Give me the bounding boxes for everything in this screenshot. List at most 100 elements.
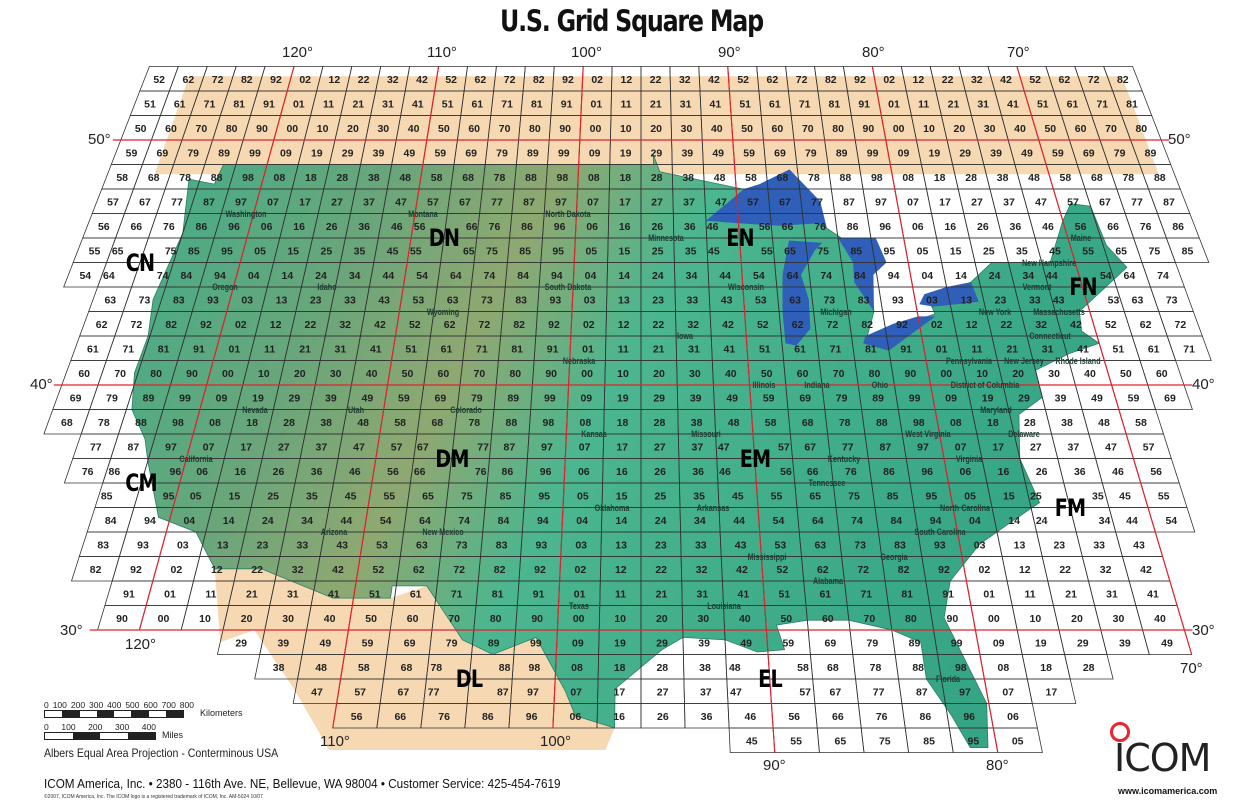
grid-square-label: 55 <box>771 490 783 502</box>
grid-square-label: 41 <box>370 343 382 355</box>
meridian-line <box>332 66 440 729</box>
grid-square-label: 02 <box>299 74 311 86</box>
grid-square-label: 92 <box>130 564 142 576</box>
grid-square-label: 27 <box>331 196 343 208</box>
grid-square[interactable] <box>1026 678 1077 704</box>
scale-tick: 400 <box>141 722 156 732</box>
grid-square-label: 88 <box>211 172 223 184</box>
grid-square-label: 10 <box>923 123 935 135</box>
grid-square-label: 27 <box>654 441 666 453</box>
grid-square-label: 21 <box>299 343 311 355</box>
grid-square-label: 38 <box>368 172 380 184</box>
grid-square-label: 05 <box>254 245 266 257</box>
grid-square-label: 52 <box>777 564 789 576</box>
grid-square-label: 82 <box>533 74 545 86</box>
state-label: Pennsylvania <box>945 355 992 366</box>
grid-square-label: 53 <box>775 539 787 551</box>
grid-square-label: 42 <box>1140 564 1152 576</box>
grid-square-label: 89 <box>872 392 884 404</box>
grid-square-label: 90 <box>863 123 875 135</box>
grid-square-label: 88 <box>525 172 537 184</box>
grid-square-label: 86 <box>109 466 121 478</box>
grid-square-label: 49 <box>740 637 752 649</box>
grid-square-label: 15 <box>1003 490 1015 502</box>
grid-square-label: 28 <box>1083 662 1095 674</box>
grid-square-label: 42 <box>416 74 428 86</box>
state-label: Texas <box>569 600 590 611</box>
footer-address: ICOM America, Inc. • 2380 - 116th Ave. N… <box>44 776 561 791</box>
grid-square-label: 72 <box>453 564 465 576</box>
grid-square-label: 60 <box>822 613 834 625</box>
grid-square-label: 58 <box>797 662 809 674</box>
grid-square-label: 39 <box>1055 392 1067 404</box>
grid-square-label: 69 <box>1083 147 1095 159</box>
grid-square-label: 86 <box>482 711 494 723</box>
grid-square-label: 63 <box>447 294 459 306</box>
lake-michigan <box>782 240 823 346</box>
meridian-label: 90° <box>718 44 741 61</box>
grid-square-label: 19 <box>982 392 994 404</box>
grid-square-label: 23 <box>310 294 322 306</box>
grid-square-label: 82 <box>513 319 525 331</box>
grid-square-label: 95 <box>926 490 938 502</box>
grid-square-label: 78 <box>494 172 506 184</box>
grid-square-label: 99 <box>544 392 556 404</box>
grid-square-label: 98 <box>172 417 184 429</box>
grid-square-label: 41 <box>1147 588 1159 600</box>
state-label: Connecticut <box>1028 331 1071 341</box>
grid-square-label: 58 <box>358 662 370 674</box>
grid-square-label: 30 <box>689 368 701 380</box>
grid-square-label: 91 <box>547 343 559 355</box>
grid-square-label: 73 <box>823 294 835 306</box>
km-unit: Kilometers <box>200 708 243 718</box>
state-label: Montana <box>408 208 438 219</box>
grid-square-label: 48 <box>315 662 327 674</box>
grid-square-label: 99 <box>249 147 261 159</box>
grid-square-label: 16 <box>234 466 246 478</box>
grid-square-label: 92 <box>938 564 950 576</box>
grid-square-label: 05 <box>964 490 976 502</box>
grid-square-label: 10 <box>614 613 626 625</box>
grid-square-label: 54 <box>416 270 428 282</box>
scale-tick: 800 <box>179 700 194 710</box>
grid-square-label: 30 <box>330 368 342 380</box>
grid-square-label: 10 <box>199 613 211 625</box>
grid-square-label: 10 <box>1030 613 1042 625</box>
grid-square-label: 83 <box>496 539 508 551</box>
grid-square-label: 17 <box>299 196 311 208</box>
grid-square[interactable] <box>1166 335 1212 361</box>
grid-square-label: 62 <box>475 74 487 86</box>
field-label: EL <box>757 665 783 693</box>
grid-square-label: 36 <box>358 221 370 233</box>
state-label: Michigan <box>820 306 852 317</box>
grid-square-label: 74 <box>851 515 863 527</box>
grid-square-label: 62 <box>767 74 779 86</box>
grid-square-label: 22 <box>358 74 370 86</box>
grid-square-label: 16 <box>616 466 628 478</box>
grid-square-label: 08 <box>571 662 583 674</box>
grid-square-label: 52 <box>737 74 749 86</box>
grid-square-label: 75 <box>817 245 829 257</box>
grid-square-label: 75 <box>165 245 177 257</box>
logo-url[interactable]: www.icomamerica.com <box>1118 786 1218 796</box>
grid-square-label: 13 <box>960 294 972 306</box>
grid-square-label: 82 <box>825 74 837 86</box>
grid-square-label: 40 <box>1014 123 1026 135</box>
canada-land <box>154 76 1159 175</box>
grid-square-label: 98 <box>871 172 883 184</box>
grid-square-label: 84 <box>517 270 529 282</box>
grid-square-label: 16 <box>293 221 305 233</box>
state-label: Florida <box>935 674 960 684</box>
grid-square-label: 06 <box>960 466 972 478</box>
grid-square-label: 07 <box>587 196 599 208</box>
scale-tick: 700 <box>161 700 176 710</box>
grid-square-label: 59 <box>763 392 775 404</box>
grid-square[interactable] <box>1064 654 1114 680</box>
grid-square-label: 96 <box>554 221 566 233</box>
grid-square-label: 78 <box>870 662 882 674</box>
grid-square-label: 05 <box>1012 735 1024 747</box>
grid-square-label: 26 <box>273 466 285 478</box>
grid-square[interactable] <box>1165 237 1210 263</box>
grid-square-label: 28 <box>1024 417 1036 429</box>
grid-square-label: 19 <box>929 147 941 159</box>
